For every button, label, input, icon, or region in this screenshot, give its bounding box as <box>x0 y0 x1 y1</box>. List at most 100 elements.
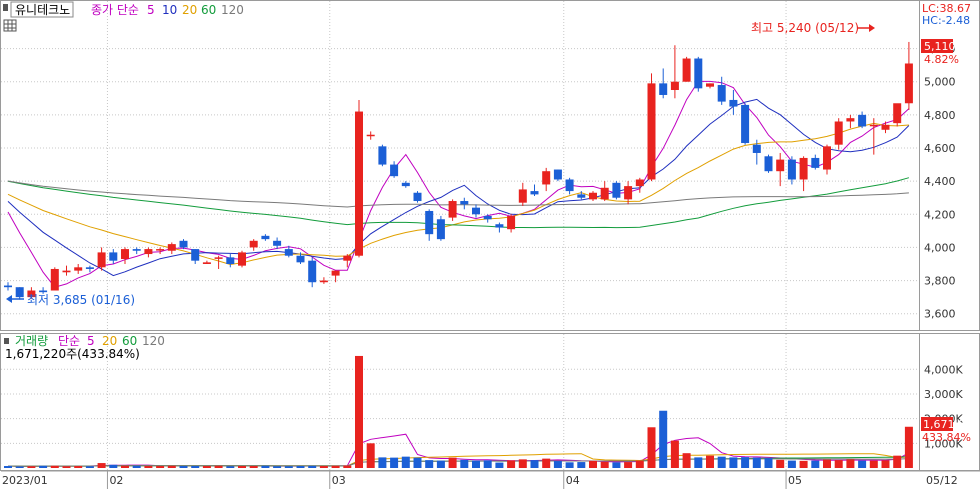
volume-bar <box>472 460 480 468</box>
ma-line-20 <box>7 122 909 266</box>
hc-value: HC:-2.48 <box>922 14 970 27</box>
volume-ma-period-20: 20 <box>102 334 117 348</box>
candle-body <box>764 156 773 172</box>
price-tick-label: 4,400 <box>924 175 956 188</box>
legend-marker <box>4 338 9 344</box>
volume-bar <box>39 465 48 468</box>
volume-bar <box>62 466 71 468</box>
candle-body <box>495 224 504 228</box>
volume-bar <box>624 462 633 468</box>
candle-body <box>811 157 820 168</box>
volume-bar <box>50 465 59 468</box>
candle-body <box>144 249 153 255</box>
volume-bar <box>647 427 656 468</box>
volume-bar <box>881 460 890 468</box>
x-tick-label: 04 <box>566 474 580 487</box>
volume-bar <box>15 466 24 468</box>
volume-bar <box>202 466 211 468</box>
candle-body <box>425 210 434 235</box>
volume-ma-period-5: 5 <box>87 334 95 348</box>
volume-bar <box>296 466 305 468</box>
candle-body <box>448 201 457 218</box>
volume-bar <box>355 355 363 468</box>
volume-bar <box>612 462 621 468</box>
volume-bar <box>659 410 668 468</box>
ma-period-20: 20 <box>182 3 197 17</box>
candle-body <box>378 146 387 165</box>
volume-bar <box>460 459 469 468</box>
volume-bar <box>191 466 200 468</box>
candle-body <box>507 215 516 230</box>
ma-line-60 <box>7 177 910 229</box>
stock-name-box[interactable] <box>10 1 74 18</box>
candle-body <box>238 252 246 266</box>
price-tick-label: 4,200 <box>924 208 956 221</box>
candle-body <box>284 249 293 256</box>
candle-body <box>624 186 633 200</box>
price-moving-averages <box>7 80 910 288</box>
candle-body <box>179 240 188 248</box>
volume-bar <box>109 464 118 468</box>
candle-body <box>635 179 644 187</box>
volume-bar <box>167 465 176 468</box>
volume-bar <box>553 461 562 468</box>
candle-body <box>787 159 796 180</box>
volume-bar <box>425 460 434 468</box>
candle-body <box>893 103 902 124</box>
volume-bar <box>74 466 83 468</box>
ma-period-60: 60 <box>201 3 216 17</box>
volume-bar <box>366 443 375 468</box>
volume-bar <box>144 466 153 468</box>
volume-ma-label: 단순 <box>58 334 80 348</box>
candle-body <box>343 255 352 261</box>
volume-bar <box>507 460 516 468</box>
candle-body <box>706 83 714 87</box>
candle-body <box>39 290 48 293</box>
candle-body <box>331 270 340 276</box>
candlesticks <box>4 41 913 300</box>
price-tick-label: 5,000 <box>924 76 956 89</box>
price-tick-label: 4,600 <box>924 142 956 155</box>
candle-body <box>729 99 738 107</box>
candle-body <box>156 249 165 251</box>
volume-bar <box>249 466 258 468</box>
table-view-icon[interactable] <box>3 19 17 32</box>
volume-bar <box>823 459 831 468</box>
price-axis-frame <box>919 0 980 331</box>
volume-bar <box>589 460 597 468</box>
candle-body <box>308 260 317 283</box>
candle-body <box>249 240 258 248</box>
ma-line-5 <box>7 80 910 288</box>
candle-body <box>741 104 750 144</box>
volume-bar <box>799 460 808 468</box>
low-annotation: 최저 3,685 (01/16) <box>27 293 135 307</box>
volume-bar <box>413 457 422 468</box>
legend-marker <box>3 4 8 11</box>
candle-body <box>799 157 808 180</box>
volume-panel-frame <box>0 333 920 471</box>
candle-body <box>659 83 668 95</box>
candle-body <box>436 219 445 240</box>
candle-body <box>273 240 282 246</box>
candle-body <box>612 182 621 198</box>
candle-body <box>565 179 574 192</box>
candle-body <box>401 182 410 187</box>
ma-period-120: 120 <box>221 3 244 17</box>
x-tick-label: 2023/01 <box>2 474 48 487</box>
x-tick-label-last: 05/12 <box>926 474 958 487</box>
volume-tick-label: 3,000K <box>924 388 963 401</box>
volume-bar <box>729 457 738 468</box>
candle-body <box>15 287 24 298</box>
volume-bar <box>97 463 106 468</box>
candle-body <box>50 268 59 291</box>
candle-body <box>717 85 726 102</box>
volume-bar <box>869 460 878 468</box>
volume-bar <box>308 465 317 468</box>
volume-bars <box>4 355 913 468</box>
candle-body <box>319 280 328 283</box>
candle-body <box>97 252 106 268</box>
last-volume-ratio: 433.84% <box>922 431 971 444</box>
candle-body <box>694 58 703 89</box>
candle-body <box>823 146 831 170</box>
